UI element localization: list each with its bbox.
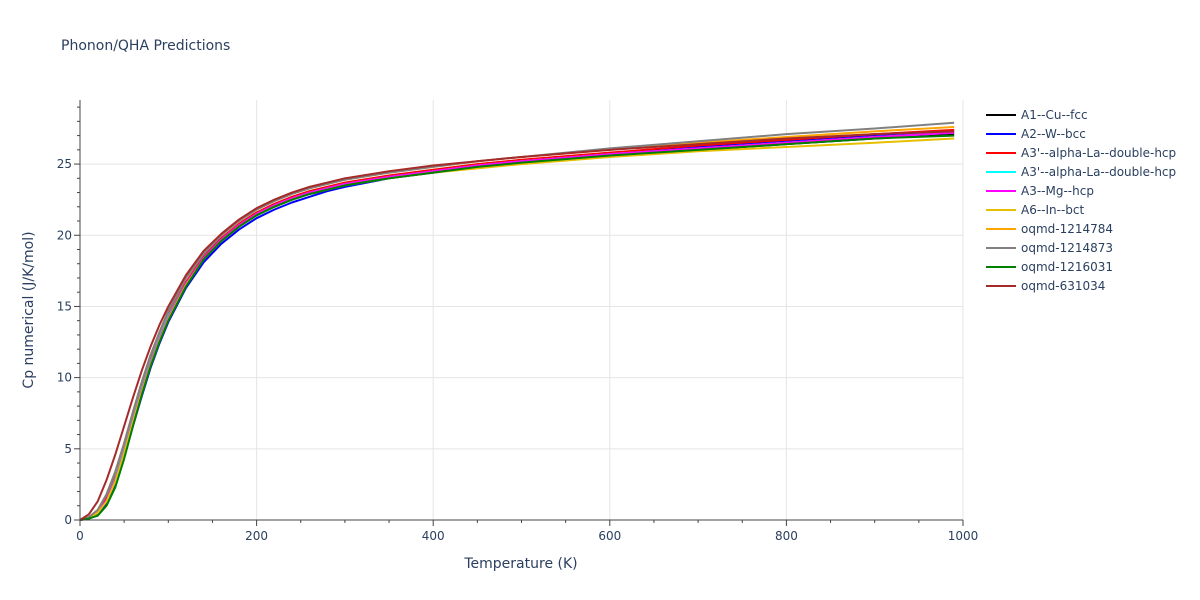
series-line-9 bbox=[79, 130, 955, 521]
legend-label-4: A3--Mg--hcp bbox=[1021, 184, 1094, 198]
x-tick-label: 600 bbox=[598, 529, 621, 543]
y-tick-label: 25 bbox=[57, 157, 72, 171]
chart-title: Phonon/QHA Predictions bbox=[61, 38, 230, 54]
y-tick-label: 15 bbox=[57, 299, 72, 313]
legend-label-1: A2--W--bcc bbox=[1021, 127, 1086, 141]
legend-label-0: A1--Cu--fcc bbox=[1021, 108, 1088, 122]
y-tick-label: 5 bbox=[64, 442, 72, 456]
legend-label-7: oqmd-1214873 bbox=[1021, 241, 1113, 255]
legend-label-8: oqmd-1216031 bbox=[1021, 260, 1113, 274]
x-tick-label: 1000 bbox=[948, 529, 979, 543]
y-axis-title: Cp numerical (J/K/mol) bbox=[21, 231, 37, 388]
series-layer bbox=[79, 121, 955, 521]
x-tick-label: 800 bbox=[775, 529, 798, 543]
legend-label-3: A3'--alpha-La--double-hcp bbox=[1021, 165, 1176, 179]
legend-label-5: A6--In--bct bbox=[1021, 203, 1085, 217]
y-tick-label: 10 bbox=[57, 371, 72, 385]
axes: 0 200 400 600 800 1000 0 5 10 15 20 25 bbox=[57, 100, 979, 543]
y-tick-label: 20 bbox=[57, 228, 72, 242]
y-tick-label: 0 bbox=[64, 513, 72, 527]
legend-label-6: oqmd-1214784 bbox=[1021, 222, 1113, 236]
x-tick-label: 0 bbox=[76, 529, 84, 543]
legend: A1--Cu--fcc A2--W--bcc A3'--alpha-La--doub… bbox=[986, 108, 1176, 293]
legend-label-9: oqmd-631034 bbox=[1021, 279, 1105, 293]
x-tick-label: 400 bbox=[422, 529, 445, 543]
x-tick-label: 200 bbox=[245, 529, 268, 543]
series-line-8 bbox=[79, 134, 955, 521]
x-axis-title: Temperature (K) bbox=[463, 556, 577, 572]
legend-label-2: A3'--alpha-La--double-hcp bbox=[1021, 146, 1176, 160]
